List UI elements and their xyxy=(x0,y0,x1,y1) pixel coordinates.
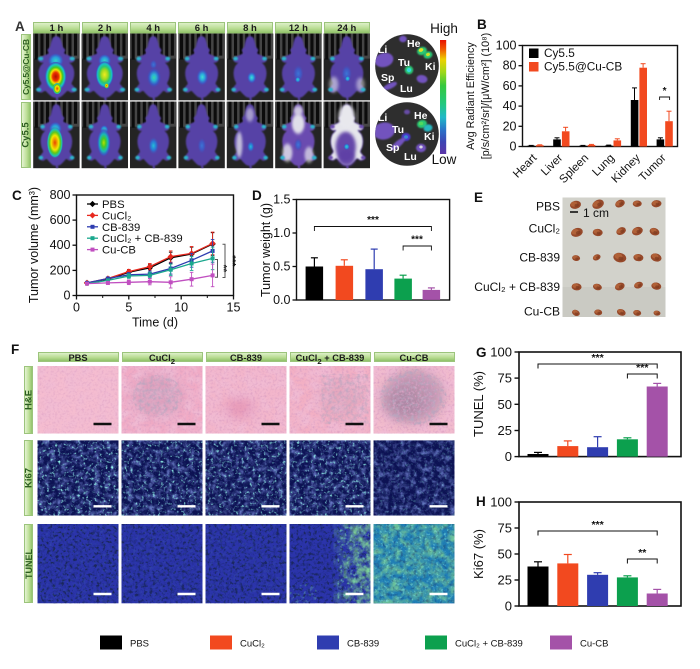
svg-text:Lu: Lu xyxy=(404,151,417,163)
svg-text:Tu: Tu xyxy=(392,124,404,136)
svg-text:***: *** xyxy=(591,352,604,364)
svg-text:Cy5.5@Cu-CB: Cy5.5@Cu-CB xyxy=(544,60,622,74)
svg-text:60: 60 xyxy=(503,79,517,93)
svg-text:200: 200 xyxy=(50,263,71,277)
svg-text:TUNEL (%): TUNEL (%) xyxy=(471,371,486,437)
svg-text:25: 25 xyxy=(498,573,512,588)
svg-text:High: High xyxy=(430,21,458,36)
svg-text:1 cm: 1 cm xyxy=(583,206,609,220)
svg-text:[p/s/cm²/sr]/[μW/cm²] (10⁸): [p/s/cm²/sr]/[μW/cm²] (10⁸) xyxy=(480,33,492,160)
svg-text:**: ** xyxy=(638,547,647,559)
svg-text:Li: Li xyxy=(378,44,387,56)
svg-text:Ki: Ki xyxy=(425,61,436,73)
svg-text:PBS: PBS xyxy=(536,199,560,213)
svg-text:75: 75 xyxy=(498,371,512,386)
svg-text:CuCl₂: CuCl₂ xyxy=(240,639,265,650)
svg-text:Ki: Ki xyxy=(424,131,435,143)
svg-text:He: He xyxy=(407,38,421,50)
svg-text:***: *** xyxy=(227,255,238,266)
svg-text:PBS: PBS xyxy=(130,639,149,650)
svg-text:75: 75 xyxy=(498,521,512,536)
svg-text:CuCl₂ + CB-839: CuCl₂ + CB-839 xyxy=(474,280,560,294)
svg-text:400: 400 xyxy=(50,238,71,252)
svg-text:***: *** xyxy=(591,519,604,531)
svg-text:Ki67 (%): Ki67 (%) xyxy=(471,529,486,579)
svg-text:80: 80 xyxy=(503,59,517,73)
svg-text:40: 40 xyxy=(503,99,517,113)
svg-text:Cu-CB: Cu-CB xyxy=(580,639,609,650)
svg-text:Cy5.5: Cy5.5 xyxy=(544,46,575,60)
svg-text:100: 100 xyxy=(490,345,512,360)
svg-text:CuCl₂: CuCl₂ xyxy=(529,222,561,236)
svg-text:CuCl₂ + CB-839: CuCl₂ + CB-839 xyxy=(102,233,183,245)
svg-text:***: *** xyxy=(411,235,423,246)
svg-text:0: 0 xyxy=(505,599,512,614)
svg-text:***: *** xyxy=(636,362,649,374)
svg-text:Sp: Sp xyxy=(386,142,399,154)
svg-text:***: *** xyxy=(367,215,379,226)
svg-text:20: 20 xyxy=(503,119,517,133)
svg-text:1.5: 1.5 xyxy=(273,193,290,207)
svg-text:0.0: 0.0 xyxy=(273,293,290,307)
svg-text:15: 15 xyxy=(227,301,241,315)
svg-text:Cu-CB: Cu-CB xyxy=(102,245,136,257)
svg-text:**: ** xyxy=(218,265,229,273)
svg-text:Tu: Tu xyxy=(398,57,410,69)
svg-text:25: 25 xyxy=(498,423,512,438)
svg-text:Sp: Sp xyxy=(381,72,394,84)
svg-text:0: 0 xyxy=(73,301,80,315)
svg-text:0.5: 0.5 xyxy=(273,260,290,274)
svg-text:50: 50 xyxy=(498,397,512,412)
svg-text:PBS: PBS xyxy=(102,199,125,211)
svg-text:10: 10 xyxy=(174,301,188,315)
svg-text:1.0: 1.0 xyxy=(273,226,290,240)
svg-text:0: 0 xyxy=(510,140,517,154)
svg-text:Cu-CB: Cu-CB xyxy=(524,305,560,319)
svg-text:CuCl₂ + CB-839: CuCl₂ + CB-839 xyxy=(455,639,523,650)
svg-text:Tumor volume (mm³): Tumor volume (mm³) xyxy=(27,187,41,303)
svg-text:Avg Radiant Efficiency: Avg Radiant Efficiency xyxy=(465,42,477,150)
svg-text:100: 100 xyxy=(490,495,512,510)
svg-text:0: 0 xyxy=(64,289,71,303)
svg-text:CB-839: CB-839 xyxy=(102,222,140,234)
svg-text:Li: Li xyxy=(378,112,387,124)
svg-text:Low: Low xyxy=(432,152,457,167)
svg-text:100: 100 xyxy=(496,39,517,53)
svg-text:0: 0 xyxy=(505,449,512,464)
svg-text:Tumor weight (g): Tumor weight (g) xyxy=(259,203,273,297)
svg-text:CuCl₂: CuCl₂ xyxy=(102,210,132,222)
svg-text:5: 5 xyxy=(125,301,132,315)
svg-text:50: 50 xyxy=(498,547,512,562)
svg-text:*: * xyxy=(663,86,667,97)
svg-text:CB-839: CB-839 xyxy=(347,639,379,650)
svg-text:He: He xyxy=(414,110,428,122)
svg-text:CB-839: CB-839 xyxy=(519,250,560,264)
svg-text:Time (d): Time (d) xyxy=(132,316,178,330)
svg-text:800: 800 xyxy=(50,188,71,202)
svg-text:Lu: Lu xyxy=(400,83,413,95)
svg-text:600: 600 xyxy=(50,213,71,227)
